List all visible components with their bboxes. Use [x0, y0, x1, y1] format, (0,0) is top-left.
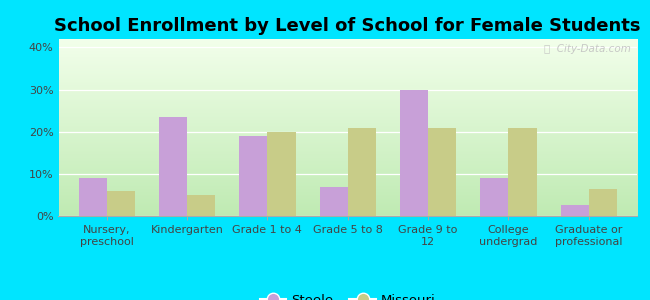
Bar — [267, 132, 296, 216]
Text: ⓘ  City-Data.com: ⓘ City-Data.com — [544, 44, 631, 54]
Bar — [107, 191, 135, 216]
Bar — [187, 195, 215, 216]
Bar — [589, 189, 617, 216]
Bar — [320, 187, 348, 216]
Bar — [348, 128, 376, 216]
Bar — [428, 128, 456, 216]
Bar — [508, 128, 536, 216]
Bar — [159, 117, 187, 216]
Bar — [561, 206, 589, 216]
Bar — [480, 178, 508, 216]
Legend: Steele, Missouri: Steele, Missouri — [254, 289, 441, 300]
Bar — [400, 90, 428, 216]
Title: School Enrollment by Level of School for Female Students: School Enrollment by Level of School for… — [55, 17, 641, 35]
Bar — [79, 178, 107, 216]
Bar — [239, 136, 267, 216]
